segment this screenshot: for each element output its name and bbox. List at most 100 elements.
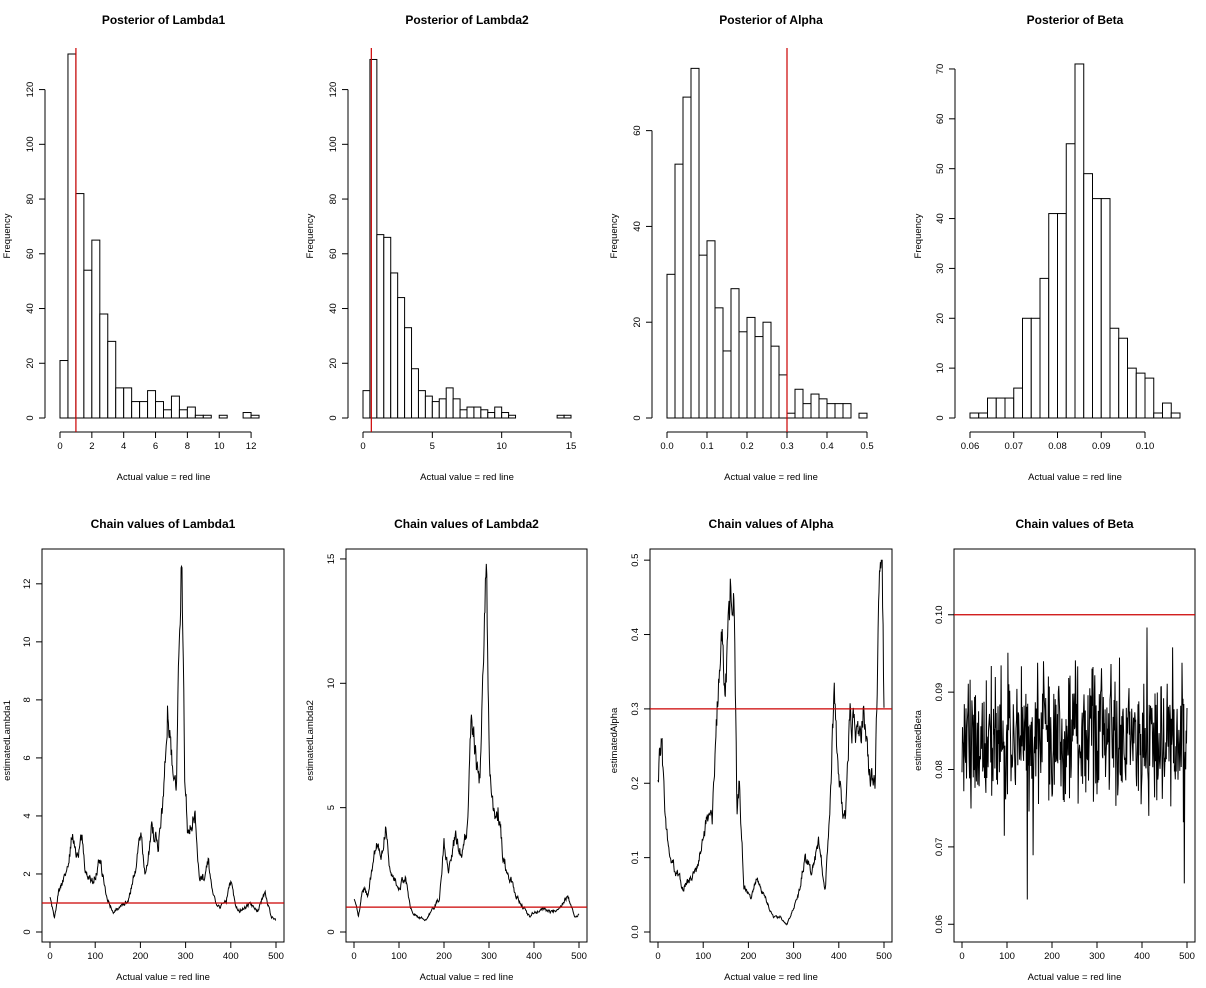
histogram-bar: [738, 331, 748, 419]
histogram-bar: [754, 336, 764, 419]
histogram-bar: [459, 409, 468, 419]
plot-2: Posterior of Lambda2 Actual value = red l…: [305, 13, 576, 483]
histogram-bar: [438, 398, 447, 419]
histogram-bar: [810, 393, 820, 419]
y-tick-label: 70: [935, 64, 946, 75]
plot-title: Chain values of Lambda1: [91, 517, 236, 531]
histogram-bar: [155, 401, 165, 419]
histogram-bar: [487, 412, 496, 419]
x-tick-label: 0: [47, 951, 52, 962]
y-tick-label: 40: [632, 221, 643, 232]
histogram-bar: [397, 297, 406, 419]
x-tick-label: 500: [876, 951, 892, 962]
x-tick-label: 0: [655, 951, 660, 962]
histogram-bar: [1144, 377, 1155, 419]
plot-title: Chain values of Lambda2: [394, 517, 539, 531]
chain-trace-line: [49, 564, 277, 921]
y-tick-label: 4: [22, 813, 33, 818]
y-tick-label: 80: [328, 194, 339, 205]
x-tick-label: 400: [526, 951, 542, 962]
x-tick-label: 200: [1044, 951, 1060, 962]
histogram-bar: [722, 350, 732, 419]
y-tick-label: 100: [328, 136, 339, 152]
x-tick-label: 100: [391, 951, 407, 962]
y-tick-label: 20: [935, 313, 946, 324]
y-tick-label: 100: [25, 136, 36, 152]
y-tick-label: 0: [326, 929, 337, 934]
y-tick-label: 80: [25, 194, 36, 205]
x-tick-label: 12: [246, 441, 257, 452]
x-tick-label: 0.4: [820, 441, 833, 452]
histogram-bar: [147, 390, 157, 419]
x-axis-label: Actual value = red line: [117, 472, 211, 483]
x-tick-label: 15: [566, 441, 577, 452]
histogram-bar: [987, 397, 997, 419]
plot-6: Chain values of Lambda2 Actual value = re…: [305, 517, 588, 983]
histogram-bar: [995, 397, 1006, 419]
histogram-bar: [115, 387, 125, 419]
y-tick-label: 0: [22, 929, 33, 934]
histogram-bar: [786, 412, 796, 419]
x-tick-label: 400: [831, 951, 847, 962]
plot-frame: [345, 548, 588, 943]
x-tick-label: 0.5: [860, 441, 873, 452]
x-tick-label: 200: [132, 951, 148, 962]
x-tick-label: 0.10: [1136, 441, 1155, 452]
histogram-bar: [762, 321, 772, 419]
y-tick-label: 8: [22, 697, 33, 702]
histogram-bar: [178, 409, 188, 419]
histogram-bar: [714, 307, 724, 419]
histogram-bar: [1135, 372, 1146, 419]
y-axis-label: Frequency: [2, 213, 13, 258]
x-axis-label: Actual value = red line: [116, 972, 210, 983]
y-tick-label: 0.1: [630, 851, 641, 864]
histogram-bar: [202, 414, 212, 419]
x-tick-label: 300: [1089, 951, 1105, 962]
histogram-bar: [404, 327, 413, 419]
histogram-bar: [563, 414, 572, 419]
histogram-bar: [480, 409, 489, 419]
histogram-bar: [163, 409, 172, 419]
histogram-bar: [194, 414, 204, 419]
histogram-bar: [1100, 198, 1111, 419]
histogram-bar: [466, 406, 475, 419]
y-tick-label: 0: [328, 415, 339, 420]
histogram-bar: [1118, 337, 1128, 419]
y-tick-label: 60: [328, 249, 339, 260]
x-tick-label: 0: [959, 951, 964, 962]
chain-trace-line: [353, 563, 580, 922]
y-tick-label: 0.4: [630, 628, 641, 641]
x-tick-label: 4: [121, 441, 126, 452]
y-tick-label: 20: [25, 358, 36, 369]
histogram-bar: [250, 414, 260, 419]
chain-trace-line: [657, 559, 885, 926]
x-tick-label: 300: [786, 951, 802, 962]
histogram-bar: [794, 388, 804, 419]
histogram-bar: [1092, 198, 1102, 419]
y-tick-label: 10: [326, 678, 337, 689]
plot-5: Chain values of Lambda1 Actual value = re…: [2, 517, 285, 983]
histogram-bar: [131, 401, 141, 419]
y-tick-label: 0: [935, 415, 946, 420]
y-tick-label: 0.10: [934, 606, 945, 625]
x-tick-label: 0.0: [660, 441, 673, 452]
histogram-bar: [1039, 277, 1050, 419]
histogram-bar: [1074, 63, 1085, 419]
histogram-bar: [1030, 317, 1041, 419]
histogram-bar: [770, 345, 780, 419]
x-tick-label: 500: [268, 951, 284, 962]
plot-1: Posterior of Lambda1 Actual value = red l…: [2, 13, 260, 483]
histogram-bar: [139, 401, 149, 419]
histogram-bar: [556, 414, 565, 419]
histogram-bar: [501, 412, 510, 419]
histogram-bar: [1004, 397, 1015, 419]
y-axis-label: Frequency: [305, 213, 316, 258]
histogram-bar: [452, 398, 461, 419]
histogram-bar: [858, 412, 868, 419]
histogram-bar: [431, 401, 440, 419]
x-tick-label: 200: [436, 951, 452, 962]
y-axis-label: Frequency: [913, 213, 924, 258]
y-tick-label: 0.0: [630, 925, 641, 938]
y-tick-label: 30: [935, 263, 946, 274]
histogram-bar: [682, 96, 692, 419]
